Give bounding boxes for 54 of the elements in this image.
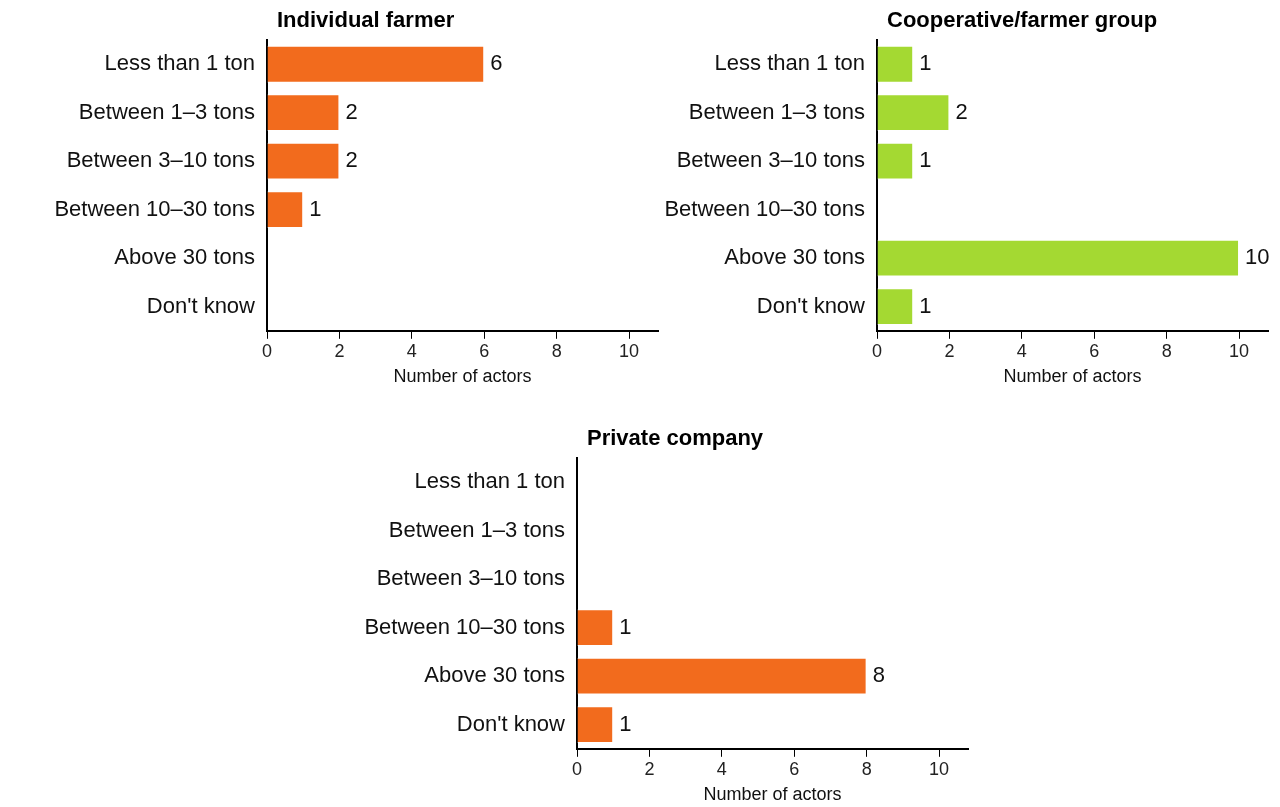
x-tick-label: 2 bbox=[944, 340, 955, 361]
x-tick-label: 2 bbox=[644, 758, 655, 779]
y-tick-label: Between 1–3 tons bbox=[688, 98, 865, 124]
x-tick-label: 8 bbox=[861, 758, 872, 779]
data-label: 1 bbox=[309, 195, 322, 221]
x-axis-title: Number of actors bbox=[393, 366, 532, 387]
y-tick-label: Don't know bbox=[146, 292, 256, 318]
data-label: 6 bbox=[490, 50, 503, 76]
x-tick-label: 10 bbox=[619, 340, 640, 361]
x-tick-label: 6 bbox=[1089, 340, 1100, 361]
y-tick-label: Between 1–3 tons bbox=[78, 98, 255, 124]
data-label: 1 bbox=[919, 50, 932, 76]
y-tick-label: Between 3–10 tons bbox=[66, 147, 255, 173]
data-label: 2 bbox=[345, 98, 358, 124]
data-label: 10 bbox=[1245, 244, 1270, 270]
data-label: 1 bbox=[919, 147, 932, 173]
y-tick-label: Between 10–30 tons bbox=[54, 195, 255, 221]
x-tick-label: 6 bbox=[479, 340, 490, 361]
y-tick-label: Above 30 tons bbox=[724, 244, 865, 270]
y-tick-label: Less than 1 ton bbox=[714, 50, 865, 76]
data-label: 1 bbox=[919, 292, 932, 318]
x-tick-label: 0 bbox=[571, 758, 583, 779]
x-tick-label: 4 bbox=[406, 340, 417, 361]
chart-title: Cooperative/farmer group bbox=[887, 7, 1158, 33]
y-tick-label: Between 1–3 tons bbox=[388, 516, 565, 542]
y-tick-label: Don't know bbox=[756, 292, 866, 318]
x-tick-label: 10 bbox=[1229, 340, 1250, 361]
data-label: 1 bbox=[619, 710, 632, 736]
x-tick-label: 4 bbox=[716, 758, 727, 779]
x-axis-title: Number of actors bbox=[1003, 366, 1142, 387]
x-tick-label: 8 bbox=[1161, 340, 1172, 361]
y-tick-label: Less than 1 ton bbox=[104, 50, 255, 76]
data-label: 2 bbox=[345, 147, 358, 173]
chart-title: Private company bbox=[587, 425, 764, 451]
x-tick-label: 2 bbox=[334, 340, 345, 361]
chart-title: Individual farmer bbox=[277, 7, 455, 33]
y-tick-label: Between 10–30 tons bbox=[364, 613, 565, 639]
x-tick-label: 0 bbox=[261, 340, 273, 361]
data-label: 1 bbox=[619, 613, 632, 639]
y-tick-label: Between 3–10 tons bbox=[376, 565, 565, 591]
x-tick-label: 6 bbox=[789, 758, 800, 779]
y-tick-label: Above 30 tons bbox=[424, 662, 565, 688]
y-tick-label: Don't know bbox=[456, 710, 566, 736]
y-tick-label: Between 10–30 tons bbox=[664, 195, 865, 221]
x-tick-label: 4 bbox=[1016, 340, 1027, 361]
x-axis-title: Number of actors bbox=[703, 784, 842, 805]
y-tick-label: Above 30 tons bbox=[114, 244, 255, 270]
y-tick-label: Less than 1 ton bbox=[414, 468, 565, 494]
x-tick-label: 8 bbox=[551, 340, 562, 361]
x-tick-label: 10 bbox=[929, 758, 950, 779]
x-tick-label: 0 bbox=[871, 340, 883, 361]
data-label: 2 bbox=[955, 98, 968, 124]
y-tick-label: Between 3–10 tons bbox=[676, 147, 865, 173]
data-label: 8 bbox=[872, 662, 885, 688]
